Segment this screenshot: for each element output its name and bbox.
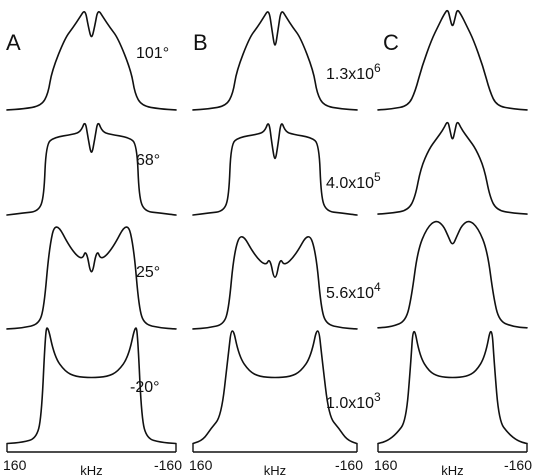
spectrum-b-row-3 [192,235,358,330]
panel-label-b: B [193,30,208,55]
spectrum-b-row-2 [192,123,358,216]
row-label-a-4: -20° [130,379,160,396]
tick-label-minus160-c: -160 [504,457,532,473]
spectrum-c-row-2 [377,121,528,215]
row-label-a-3: 25° [136,264,160,281]
row-label-b-3: 5.6x104 [326,280,381,302]
row-label-b-4: 1.0x103 [326,390,381,412]
tick-label-160-b: 160 [189,457,213,473]
tick-label-160-a: 160 [3,457,27,473]
tick-label-minus160-b: -160 [335,457,363,473]
tick-label-160-c: 160 [374,457,398,473]
x-axis-unit-c: kHz [441,463,463,476]
spectrum-b-row-4 [192,330,358,445]
row-label-b-2: 4.0x105 [326,170,381,192]
tick-label-minus160-a: -160 [154,457,182,473]
x-axis-unit-a: kHz [80,463,102,476]
x-axis-unit-b: kHz [264,463,286,476]
row-label-b-1: 1.3x106 [326,61,381,83]
spectrum-c-row-4 [377,330,528,445]
spectrum-c-row-1 [377,9,528,111]
spectrum-a-row-3 [6,226,177,330]
row-label-a-1: 101° [136,45,169,62]
panel-label-c: C [383,30,399,55]
spectrum-a-row-2 [6,122,177,216]
panel-label-a: A [6,30,21,55]
spectrum-b-row-1 [192,11,358,111]
spectrum-a-row-1 [6,11,177,111]
spectrum-a-row-4 [6,327,177,445]
row-label-a-2: 68° [136,152,160,169]
spectrum-c-row-3 [377,220,528,329]
